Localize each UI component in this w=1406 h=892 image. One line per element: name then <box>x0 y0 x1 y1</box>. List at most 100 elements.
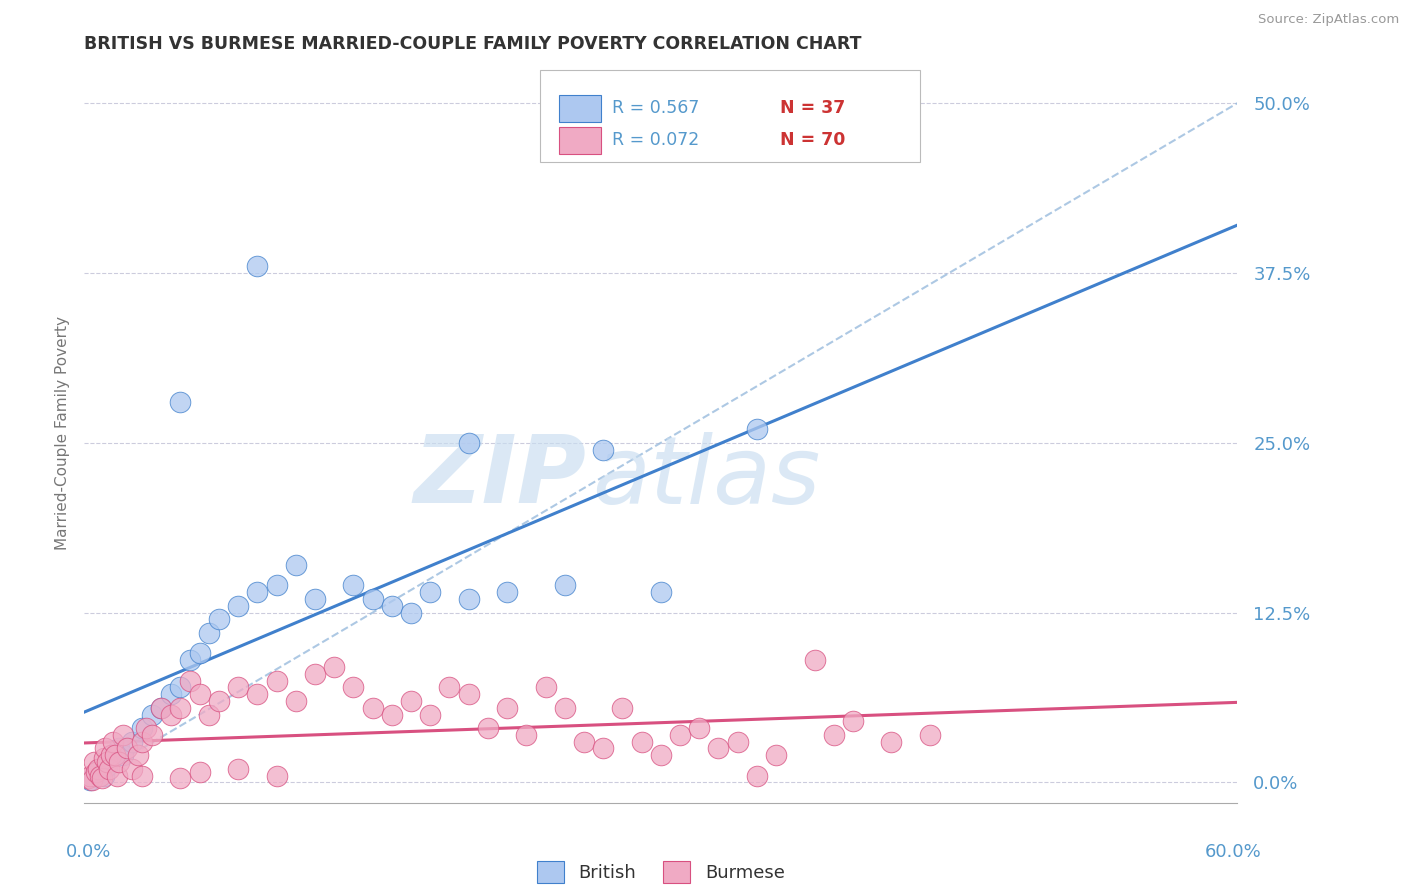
Point <box>208 694 231 708</box>
Point <box>198 707 221 722</box>
Text: R = 0.567: R = 0.567 <box>613 99 700 118</box>
Point <box>87 762 110 776</box>
Point <box>77 772 100 786</box>
Point <box>121 762 143 776</box>
Point <box>169 681 191 695</box>
Point <box>745 769 768 783</box>
Point <box>246 585 269 599</box>
Point <box>226 681 249 695</box>
Point <box>246 687 269 701</box>
Text: N = 37: N = 37 <box>779 99 845 118</box>
FancyBboxPatch shape <box>540 70 921 162</box>
Point <box>226 762 249 776</box>
Point <box>496 585 519 599</box>
Point <box>304 666 326 681</box>
Point <box>104 748 127 763</box>
Point <box>381 707 404 722</box>
Point <box>554 578 576 592</box>
Point <box>419 585 441 599</box>
Point <box>284 558 307 572</box>
Point <box>266 673 288 688</box>
Point <box>90 772 112 786</box>
Point <box>160 687 183 701</box>
Point <box>89 762 111 776</box>
Point <box>745 422 768 436</box>
Point <box>342 681 364 695</box>
Point <box>284 694 307 708</box>
Point <box>150 700 173 714</box>
Point <box>131 734 153 748</box>
Point <box>141 728 163 742</box>
Text: R = 0.072: R = 0.072 <box>613 131 700 149</box>
Point <box>842 714 865 729</box>
Point <box>226 599 249 613</box>
Point <box>188 687 211 701</box>
Point <box>630 734 652 748</box>
Point <box>160 707 183 722</box>
Point <box>208 612 231 626</box>
Point <box>89 769 111 783</box>
Point <box>188 646 211 660</box>
Point <box>169 395 191 409</box>
Point <box>188 764 211 779</box>
Point <box>650 748 672 763</box>
Point <box>823 728 845 742</box>
Point <box>179 673 201 688</box>
Point <box>111 748 134 763</box>
Bar <box>560 127 600 153</box>
Point <box>688 721 710 735</box>
Legend: British, Burmese: British, Burmese <box>530 854 792 890</box>
Point <box>707 741 730 756</box>
Text: ZIP: ZIP <box>413 431 586 523</box>
Point <box>918 728 941 742</box>
Point <box>246 259 269 273</box>
Point <box>880 734 903 748</box>
Point <box>103 734 124 748</box>
Text: N = 70: N = 70 <box>779 131 845 149</box>
Point <box>98 762 121 776</box>
Point <box>80 772 103 787</box>
Bar <box>560 95 600 121</box>
Point <box>79 772 101 787</box>
Point <box>361 592 384 607</box>
Y-axis label: Married-Couple Family Poverty: Married-Couple Family Poverty <box>55 316 70 549</box>
Point <box>457 592 479 607</box>
Point <box>198 626 221 640</box>
Point <box>381 599 404 613</box>
Point <box>554 700 576 714</box>
Point <box>477 721 499 735</box>
Point <box>765 748 787 763</box>
Point <box>419 707 441 722</box>
Point <box>93 769 115 783</box>
Point <box>592 442 614 457</box>
Point <box>127 748 149 763</box>
Point <box>592 741 614 756</box>
Text: 60.0%: 60.0% <box>1205 843 1261 861</box>
Text: atlas: atlas <box>592 432 820 523</box>
Text: 0.0%: 0.0% <box>66 843 111 861</box>
Point <box>803 653 825 667</box>
Point <box>612 700 634 714</box>
Point <box>496 700 519 714</box>
Point <box>115 741 138 756</box>
Point <box>150 700 173 714</box>
Point <box>83 769 105 783</box>
Point <box>304 592 326 607</box>
Point <box>105 769 128 783</box>
Point <box>457 687 479 701</box>
Point <box>111 728 134 742</box>
Point <box>131 721 153 735</box>
Point <box>79 769 101 783</box>
Point <box>121 734 143 748</box>
Text: Source: ZipAtlas.com: Source: ZipAtlas.com <box>1258 13 1399 27</box>
Point <box>169 772 191 786</box>
Text: BRITISH VS BURMESE MARRIED-COUPLE FAMILY POVERTY CORRELATION CHART: BRITISH VS BURMESE MARRIED-COUPLE FAMILY… <box>84 35 862 53</box>
Point <box>100 748 122 763</box>
Point <box>83 755 105 769</box>
Point <box>727 734 749 748</box>
Point <box>266 578 288 592</box>
Point <box>342 578 364 592</box>
Point <box>94 741 117 756</box>
Point <box>108 741 131 756</box>
Point <box>399 606 422 620</box>
